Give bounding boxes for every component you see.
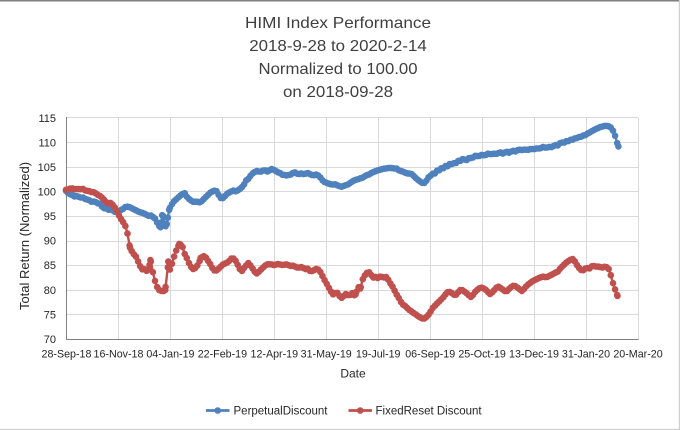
svg-text:Total Return (Normalized): Total Return (Normalized): [17, 162, 32, 310]
svg-text:75: 75: [44, 309, 56, 321]
svg-text:12-Apr-19: 12-Apr-19: [251, 348, 299, 360]
svg-text:2018-9-28 to 2020-2-14: 2018-9-28 to 2020-2-14: [249, 38, 427, 55]
svg-text:22-Feb-19: 22-Feb-19: [198, 348, 247, 360]
svg-text:90: 90: [44, 236, 56, 248]
svg-text:04-Jan-19: 04-Jan-19: [146, 348, 194, 360]
svg-text:105: 105: [38, 162, 56, 174]
svg-text:HIMI Index Performance: HIMI Index Performance: [245, 15, 431, 32]
svg-text:115: 115: [38, 113, 56, 125]
svg-text:06-Sep-19: 06-Sep-19: [405, 348, 455, 360]
svg-text:Date: Date: [340, 367, 366, 381]
svg-text:95: 95: [44, 211, 56, 223]
svg-text:85: 85: [44, 260, 56, 272]
svg-text:70: 70: [44, 334, 56, 346]
svg-text:13-Dec-19: 13-Dec-19: [509, 348, 559, 360]
svg-text:31-May-19: 31-May-19: [301, 348, 352, 360]
svg-text:Normalized to 100.00: Normalized to 100.00: [259, 61, 418, 78]
svg-text:16-Nov-18: 16-Nov-18: [94, 348, 144, 360]
svg-text:PerpetualDiscount: PerpetualDiscount: [234, 406, 329, 418]
svg-text:FixedReset Discount: FixedReset Discount: [376, 406, 483, 418]
svg-text:25-Oct-19: 25-Oct-19: [458, 348, 506, 360]
svg-text:19-Jul-19: 19-Jul-19: [356, 348, 401, 360]
svg-text:on 2018-09-28: on 2018-09-28: [283, 84, 393, 101]
svg-text:110: 110: [38, 138, 56, 150]
svg-text:20-Mar-20: 20-Mar-20: [613, 348, 662, 360]
svg-text:31-Jan-20: 31-Jan-20: [562, 348, 610, 360]
svg-text:80: 80: [44, 285, 56, 297]
svg-text:100: 100: [38, 187, 56, 199]
svg-text:28-Sep-18: 28-Sep-18: [42, 348, 92, 360]
